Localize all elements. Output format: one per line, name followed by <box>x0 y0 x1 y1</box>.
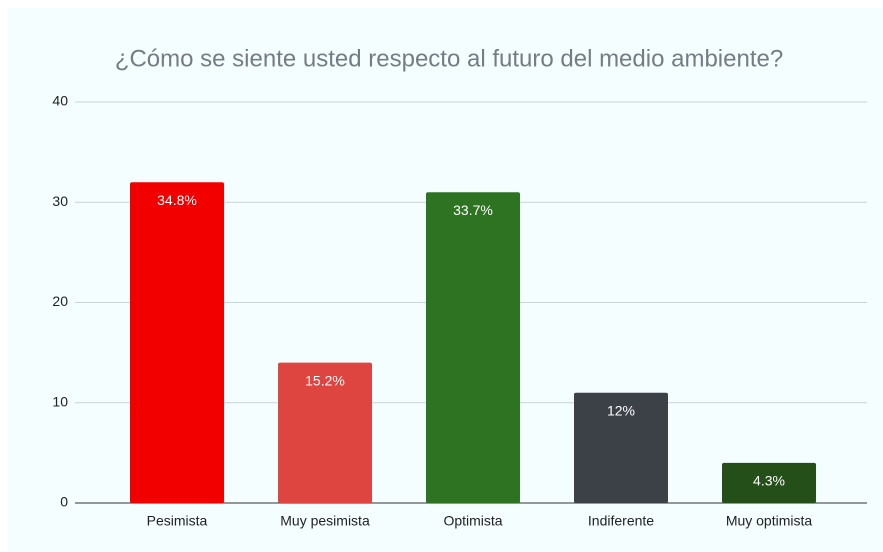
x-tick-label: Pesimista <box>147 513 208 529</box>
bar <box>722 462 816 503</box>
data-label: 33.7% <box>453 202 493 218</box>
y-tick-label: 20 <box>52 293 68 309</box>
data-label: 12% <box>607 402 635 418</box>
data-label: 4.3% <box>753 473 785 489</box>
bar <box>574 392 668 503</box>
x-tick-label: Muy pesimista <box>280 513 370 529</box>
y-tick-label: 30 <box>52 193 68 209</box>
bar <box>130 182 224 503</box>
bar <box>426 192 520 503</box>
data-label: 34.8% <box>157 192 197 208</box>
y-tick-label: 40 <box>52 93 68 109</box>
x-tick-label: Muy optimista <box>726 513 813 529</box>
y-tick-label: 10 <box>52 393 68 409</box>
chart-title: ¿Cómo se siente usted respecto al futuro… <box>115 45 783 72</box>
y-tick-label: 0 <box>60 494 68 510</box>
bar <box>278 362 372 503</box>
x-tick-label: Optimista <box>443 513 502 529</box>
x-tick-label: Indiferente <box>588 513 654 529</box>
data-label: 15.2% <box>305 372 345 388</box>
